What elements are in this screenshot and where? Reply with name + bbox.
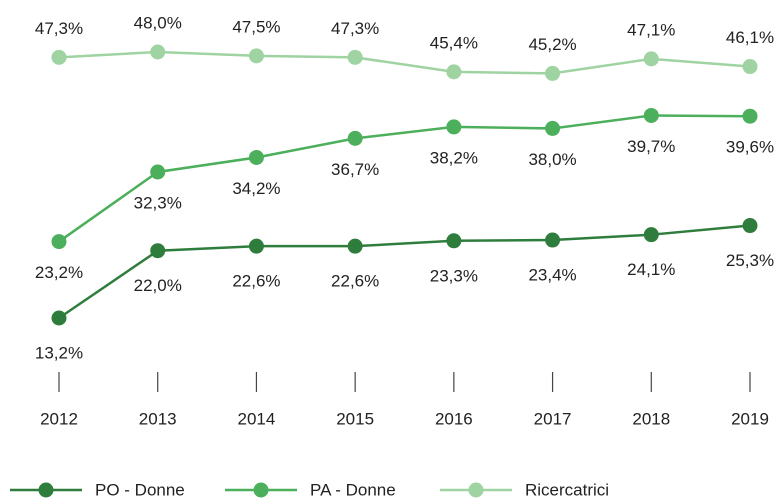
x-tick-label: 2013 bbox=[139, 409, 177, 428]
legend-label: PA - Donne bbox=[310, 480, 396, 499]
data-point bbox=[347, 130, 363, 146]
data-label: 38,2% bbox=[430, 148, 478, 167]
series-line bbox=[58, 50, 751, 75]
data-label: 22,6% bbox=[232, 272, 280, 291]
data-label: 47,5% bbox=[232, 17, 280, 36]
data-point bbox=[248, 238, 264, 254]
data-point bbox=[742, 108, 758, 124]
legend-label: Ricercatrici bbox=[525, 480, 609, 499]
data-point bbox=[643, 227, 659, 243]
data-label: 36,7% bbox=[331, 160, 379, 179]
data-label: 13,2% bbox=[35, 343, 83, 362]
data-point bbox=[150, 164, 166, 180]
data-point bbox=[742, 59, 758, 75]
x-tick-label: 2014 bbox=[238, 409, 276, 428]
data-label: 23,3% bbox=[430, 266, 478, 285]
data-point bbox=[150, 243, 166, 259]
data-label: 39,7% bbox=[627, 137, 675, 156]
data-point bbox=[446, 233, 462, 249]
data-point bbox=[643, 51, 659, 67]
legend-marker bbox=[468, 482, 484, 498]
data-point bbox=[545, 232, 561, 248]
data-label: 45,4% bbox=[430, 33, 478, 52]
x-tick-label: 2016 bbox=[435, 409, 473, 428]
data-point bbox=[51, 49, 67, 65]
data-label: 34,2% bbox=[232, 179, 280, 198]
data-point bbox=[742, 218, 758, 234]
data-label: 45,2% bbox=[528, 35, 576, 54]
series-line bbox=[58, 114, 751, 243]
data-label: 46,1% bbox=[726, 28, 774, 47]
series-line bbox=[58, 224, 751, 320]
data-label: 23,2% bbox=[35, 263, 83, 282]
data-label: 23,4% bbox=[528, 266, 576, 285]
data-point bbox=[545, 65, 561, 81]
data-label: 24,1% bbox=[627, 260, 675, 279]
x-tick-label: 2019 bbox=[731, 409, 769, 428]
data-point bbox=[51, 234, 67, 250]
data-label: 22,0% bbox=[134, 276, 182, 295]
x-tick-label: 2018 bbox=[632, 409, 670, 428]
data-point bbox=[446, 119, 462, 135]
data-label: 47,1% bbox=[627, 20, 675, 39]
data-point bbox=[347, 238, 363, 254]
data-label: 38,0% bbox=[528, 150, 576, 169]
data-point bbox=[446, 64, 462, 80]
data-point bbox=[643, 107, 659, 123]
x-tick-label: 2012 bbox=[40, 409, 78, 428]
data-label: 32,3% bbox=[134, 193, 182, 212]
data-point bbox=[150, 44, 166, 60]
data-label: 39,6% bbox=[726, 138, 774, 157]
data-point bbox=[347, 49, 363, 65]
data-label: 48,0% bbox=[134, 13, 182, 32]
x-tick-label: 2017 bbox=[534, 409, 572, 428]
data-label: 47,3% bbox=[331, 19, 379, 38]
data-point bbox=[248, 149, 264, 165]
legend-label: PO - Donne bbox=[95, 480, 185, 499]
data-point bbox=[545, 120, 561, 136]
data-label: 25,3% bbox=[726, 251, 774, 270]
x-tick-label: 2015 bbox=[336, 409, 374, 428]
data-point bbox=[248, 48, 264, 64]
legend-marker bbox=[38, 482, 54, 498]
data-label: 47,3% bbox=[35, 19, 83, 38]
data-point bbox=[51, 310, 67, 326]
legend-marker bbox=[253, 482, 269, 498]
data-label: 22,6% bbox=[331, 272, 379, 291]
